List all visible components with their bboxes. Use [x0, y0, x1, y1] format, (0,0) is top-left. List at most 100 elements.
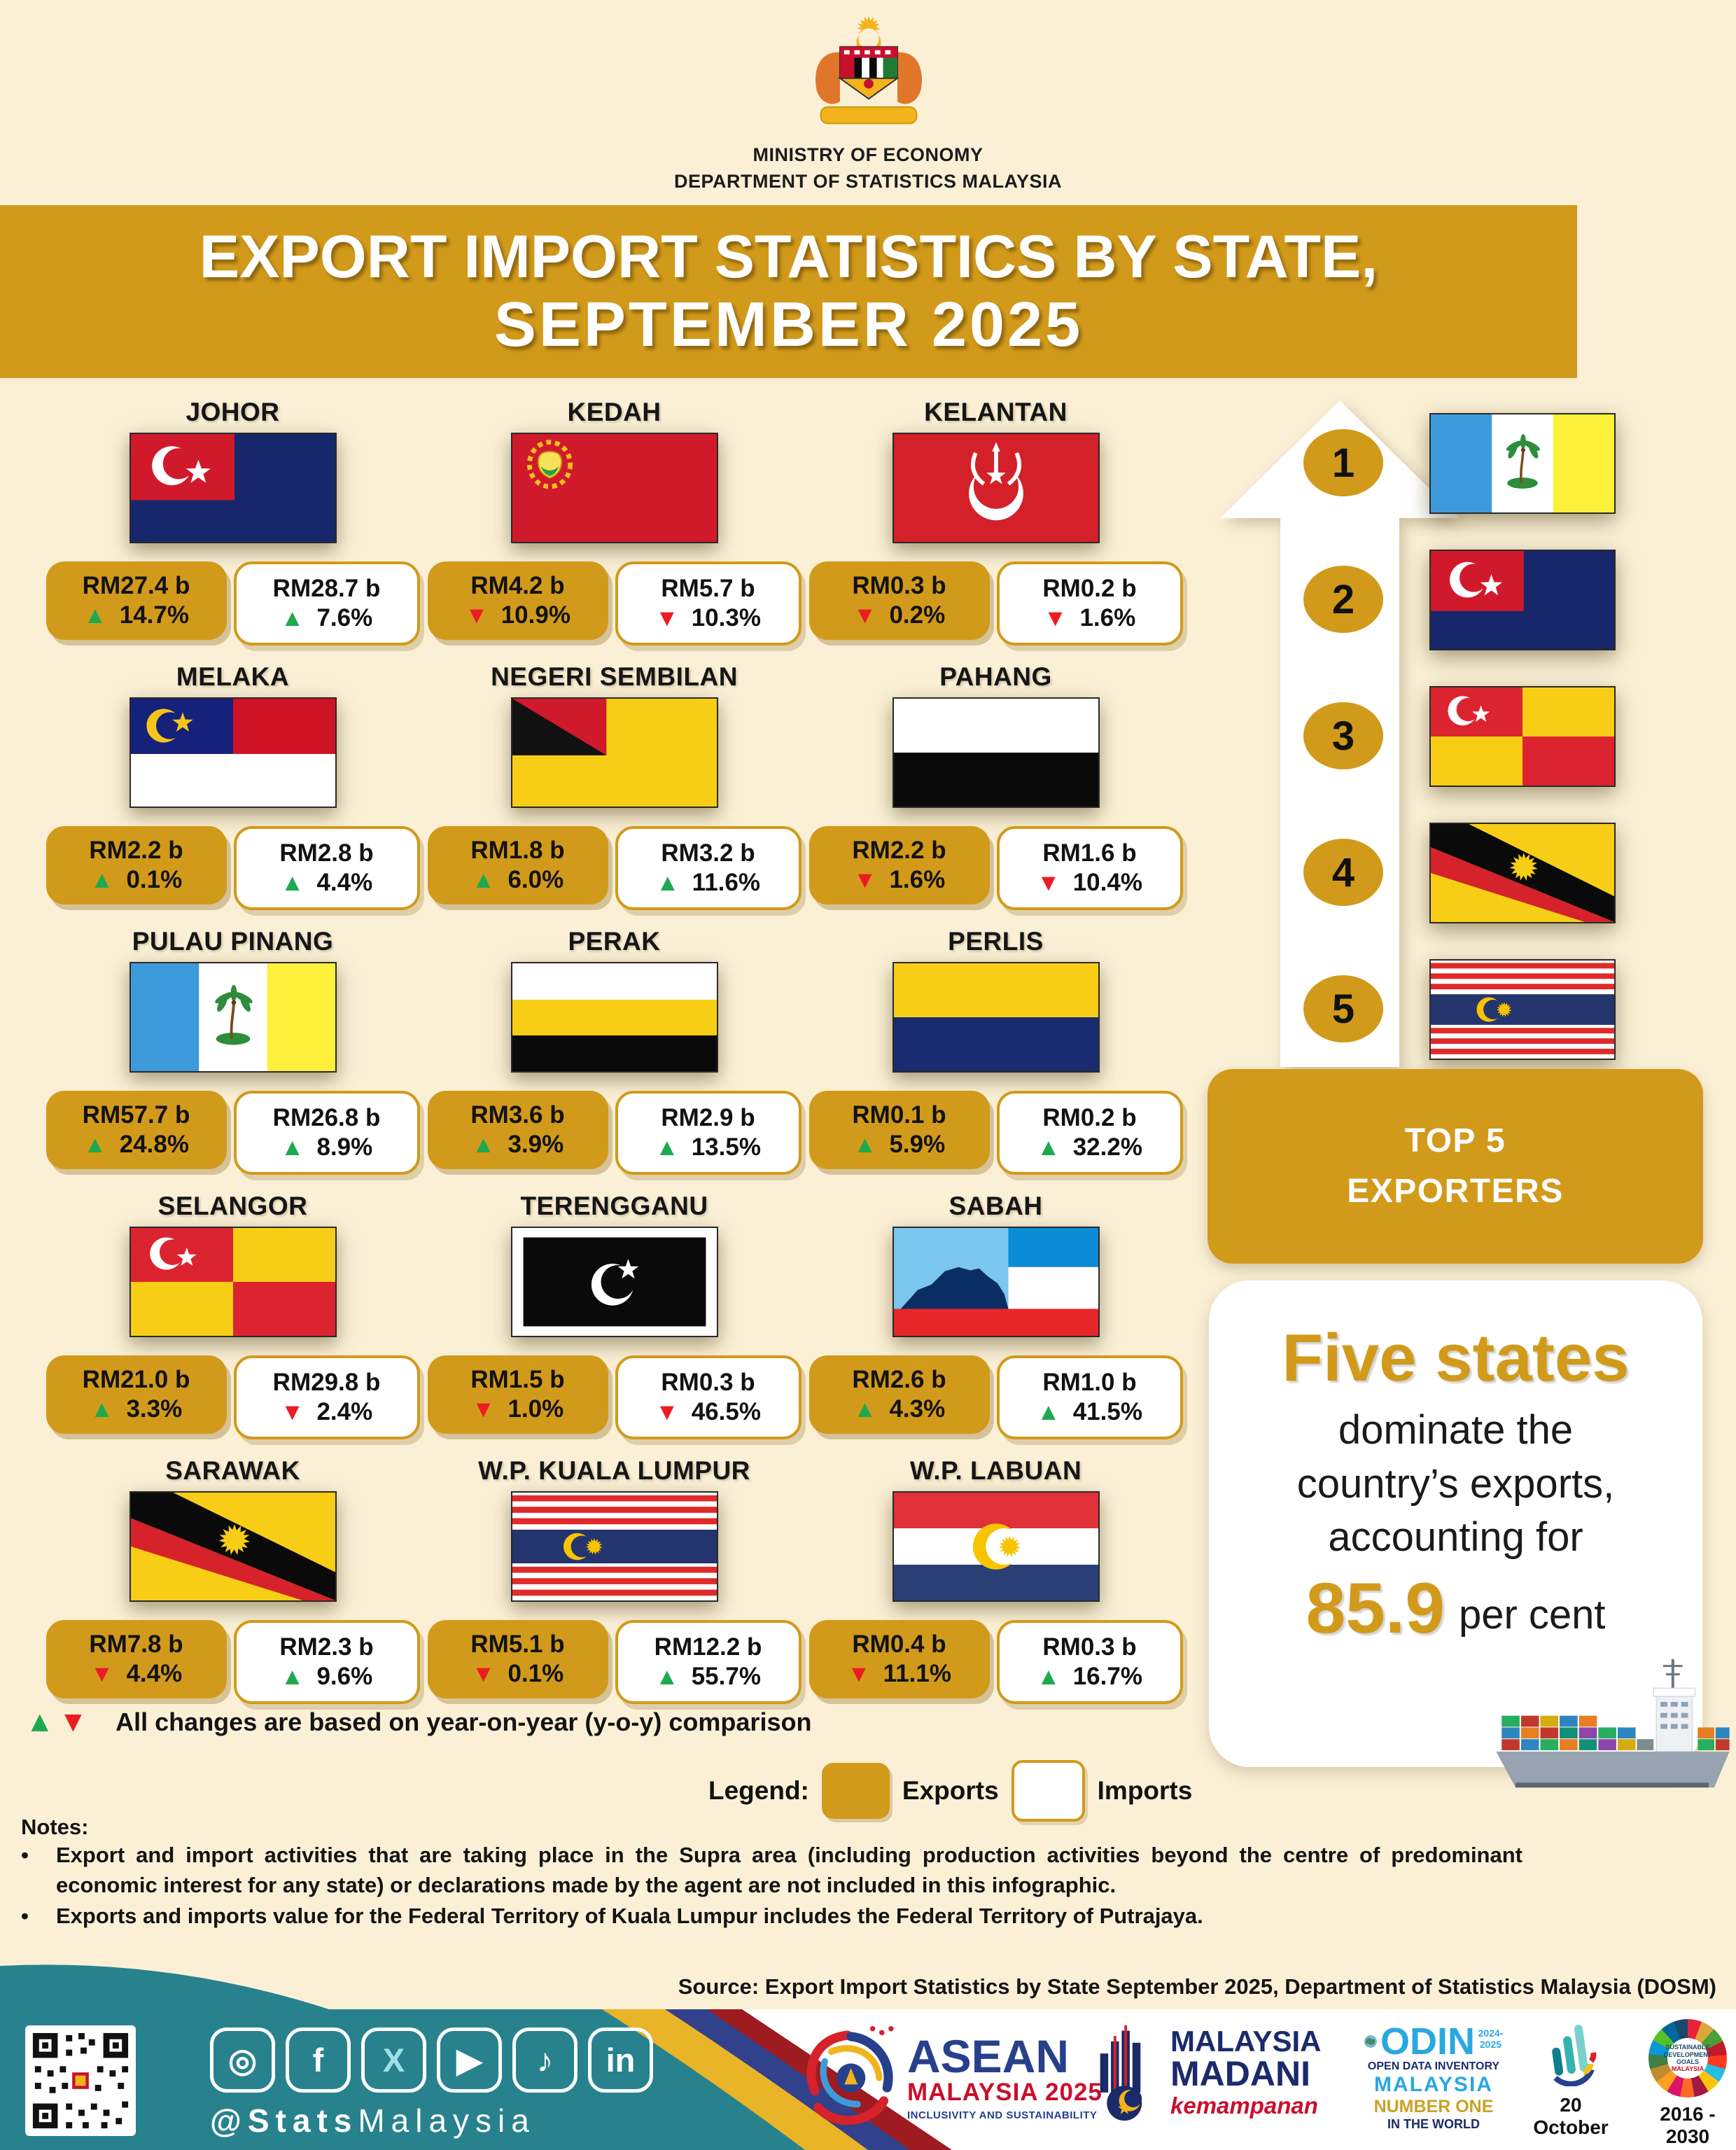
imports-value-box: RM3.2 b 11.6%	[615, 826, 802, 910]
exports-swatch	[821, 1763, 890, 1819]
export-value: RM0.3 b	[852, 572, 946, 599]
state-name: KEDAH	[567, 398, 662, 426]
import-value: RM2.9 b	[661, 1104, 755, 1131]
export-value: RM4.2 b	[470, 572, 565, 599]
exports-value-box: RM2.2 b 0.1%	[46, 826, 227, 905]
odin-line2: MALAYSIA	[1374, 2072, 1493, 2096]
top5-line1: TOP 5	[1404, 1122, 1506, 1159]
sarawak-flag	[129, 1491, 337, 1602]
exports-value-box: RM1.5 b 1.0%	[427, 1355, 608, 1434]
import-change-arrow-icon	[655, 604, 679, 632]
globe-icon	[1364, 2035, 1377, 2048]
import-change-arrow-icon	[281, 869, 304, 897]
sabah-flag	[892, 1227, 1100, 1337]
import-change-arrow-icon	[656, 869, 680, 897]
instagram-icon[interactable]: ◎	[210, 2027, 275, 2093]
x-icon[interactable]: X	[361, 2027, 426, 2093]
sdg-wheel-icon: SUSTAINABLE DEVELOPMENT GOALS MALAYSIA	[1648, 2019, 1727, 2097]
handle-light: Malaysia	[358, 2102, 536, 2139]
state-card-pulau-pinang: PULAU PINANG RM57.7 b 24.8% RM26.8 b 8.9…	[42, 926, 424, 1190]
exports-value-box: RM2.6 b 4.3%	[808, 1355, 990, 1434]
export-change-arrow-icon	[472, 1131, 496, 1159]
import-value: RM5.7 b	[661, 575, 755, 602]
import-value: RM2.3 b	[279, 1633, 374, 1661]
imports-value-box: RM2.8 b 4.4%	[233, 826, 420, 910]
imports-value-box: RM28.7 b 7.6%	[233, 561, 420, 645]
perlis-flag	[892, 962, 1100, 1073]
export-change: 5.9%	[889, 1131, 946, 1158]
legend-exports-label: Exports	[902, 1776, 999, 1805]
import-change-arrow-icon	[1037, 1663, 1060, 1691]
note-item: • Export and import activities that are t…	[21, 1840, 1522, 1901]
asean-swirl-icon	[806, 2025, 894, 2125]
state-card-terengganu: TERENGGANU RM1.5 b 1.0% RM0.3 b 46.5%	[424, 1190, 805, 1455]
state-name: PULAU PINANG	[132, 927, 334, 956]
rank-5-badge: 5	[1303, 975, 1383, 1042]
state-name: NEGERI SEMBILAN	[491, 662, 738, 691]
import-value: RM26.8 b	[272, 1104, 381, 1131]
import-change: 32.2%	[1072, 1133, 1142, 1161]
melaka-flag	[129, 697, 337, 808]
rank-1-badge: 1	[1303, 429, 1383, 496]
top5-line2: EXPORTERS	[1347, 1173, 1564, 1210]
linkedin-icon[interactable]: in	[588, 2027, 653, 2093]
import-value: RM29.8 b	[272, 1369, 381, 1396]
export-change: 11.1%	[883, 1660, 951, 1687]
tiktok-icon[interactable]: ♪	[512, 2027, 578, 2093]
import-value: RM28.7 b	[272, 575, 381, 602]
export-value: RM5.1 b	[470, 1631, 565, 1658]
export-value: RM0.1 b	[852, 1101, 946, 1129]
export-change-arrow-icon	[472, 1395, 496, 1423]
odin-acronym: ODIN	[1380, 2020, 1475, 2062]
export-value: RM21.0 b	[82, 1366, 190, 1393]
export-change-arrow-icon	[853, 866, 877, 894]
import-change-arrow-icon	[281, 604, 304, 632]
state-name: SELANGOR	[158, 1192, 308, 1220]
export-change: 1.6%	[889, 866, 946, 893]
state-name: KELANTAN	[924, 398, 1068, 426]
export-value: RM1.5 b	[470, 1366, 565, 1393]
state-grid: JOHOR RM27.4 b 14.7% RM28.7 b 7.6% KEDAH…	[42, 396, 1186, 1719]
state-name: SABAH	[948, 1192, 1043, 1220]
state-card-sarawak: SARAWAK RM7.8 b 4.4% RM2.3 b 9.6%	[42, 1455, 424, 1719]
export-change-arrow-icon	[853, 1395, 877, 1423]
export-change: 1.0%	[507, 1395, 564, 1423]
import-change-arrow-icon	[1044, 604, 1068, 632]
negeri-sembilan-flag	[510, 697, 718, 808]
import-value: RM0.3 b	[661, 1369, 755, 1396]
export-change: 14.7%	[119, 601, 189, 629]
export-change: 3.3%	[126, 1395, 183, 1423]
imports-value-box: RM0.3 b 46.5%	[615, 1355, 802, 1439]
exports-value-box: RM0.4 b 11.1%	[808, 1620, 990, 1698]
malaysia-coat-of-arms	[816, 11, 922, 125]
export-value: RM7.8 b	[89, 1631, 183, 1658]
state-name: MELAKA	[176, 662, 290, 691]
odin-logo: ODIN 2024-2025 OPEN DATA INVENTORY MALAY…	[1364, 2020, 1504, 2132]
import-change: 13.5%	[691, 1133, 761, 1161]
import-change-arrow-icon	[1037, 1398, 1060, 1426]
imports-value-box: RM5.7 b 10.3%	[615, 561, 802, 645]
highlight-lead: Five states	[1282, 1320, 1630, 1395]
exports-value-box: RM5.1 b 0.1%	[427, 1620, 608, 1698]
state-name: W.P. LABUAN	[909, 1456, 1082, 1485]
state-card-kelantan: KELANTAN RM0.3 b 0.2% RM0.2 b 1.6%	[805, 396, 1186, 661]
odin-years: 2024-2025	[1478, 2027, 1504, 2050]
facebook-icon[interactable]: f	[286, 2027, 351, 2093]
export-change-arrow-icon	[90, 866, 114, 894]
import-change: 2.4%	[316, 1398, 373, 1425]
state-card-sabah: SABAH RM2.6 b 4.3% RM1.0 b 41.5%	[805, 1190, 1186, 1455]
legend-label: Legend:	[708, 1776, 809, 1805]
highlight-figure-suffix: per cent	[1458, 1591, 1606, 1638]
rank-3-selangor-flag	[1429, 686, 1616, 787]
highlight-line3: accounting for	[1328, 1514, 1583, 1561]
import-value: RM1.6 b	[1042, 839, 1137, 867]
imports-value-box: RM1.0 b 41.5%	[996, 1355, 1183, 1439]
import-value: RM1.0 b	[1042, 1369, 1137, 1396]
youtube-icon[interactable]: ▶	[437, 2027, 502, 2093]
top5-exporters-label: TOP 5 EXPORTERS	[1208, 1069, 1703, 1264]
yoy-note-text: All changes are based on year-on-year (y…	[115, 1708, 812, 1736]
export-change: 0.1%	[507, 1660, 564, 1687]
state-card-perlis: PERLIS RM0.1 b 5.9% RM0.2 b 32.2%	[805, 926, 1186, 1190]
import-value: RM0.2 b	[1042, 575, 1137, 602]
export-value: RM2.2 b	[89, 837, 183, 864]
